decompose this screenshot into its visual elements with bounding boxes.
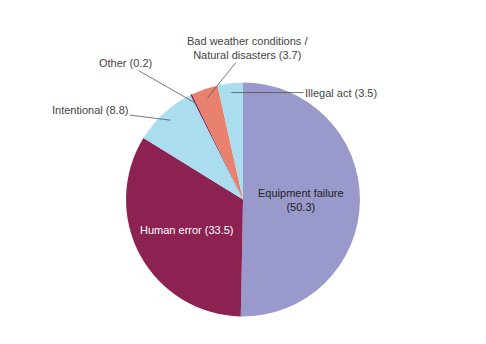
- svg-text:Illegal act (3.5): Illegal act (3.5): [305, 87, 377, 99]
- svg-text:Bad weather conditions /Natura: Bad weather conditions /Natural disaster…: [187, 35, 308, 61]
- svg-text:Intentional (8.8): Intentional (8.8): [52, 104, 128, 116]
- svg-text:Equipment failure(50.3): Equipment failure(50.3): [258, 187, 344, 213]
- svg-text:Human error (33.5): Human error (33.5): [140, 224, 234, 236]
- svg-text:Other (0.2): Other (0.2): [99, 57, 152, 69]
